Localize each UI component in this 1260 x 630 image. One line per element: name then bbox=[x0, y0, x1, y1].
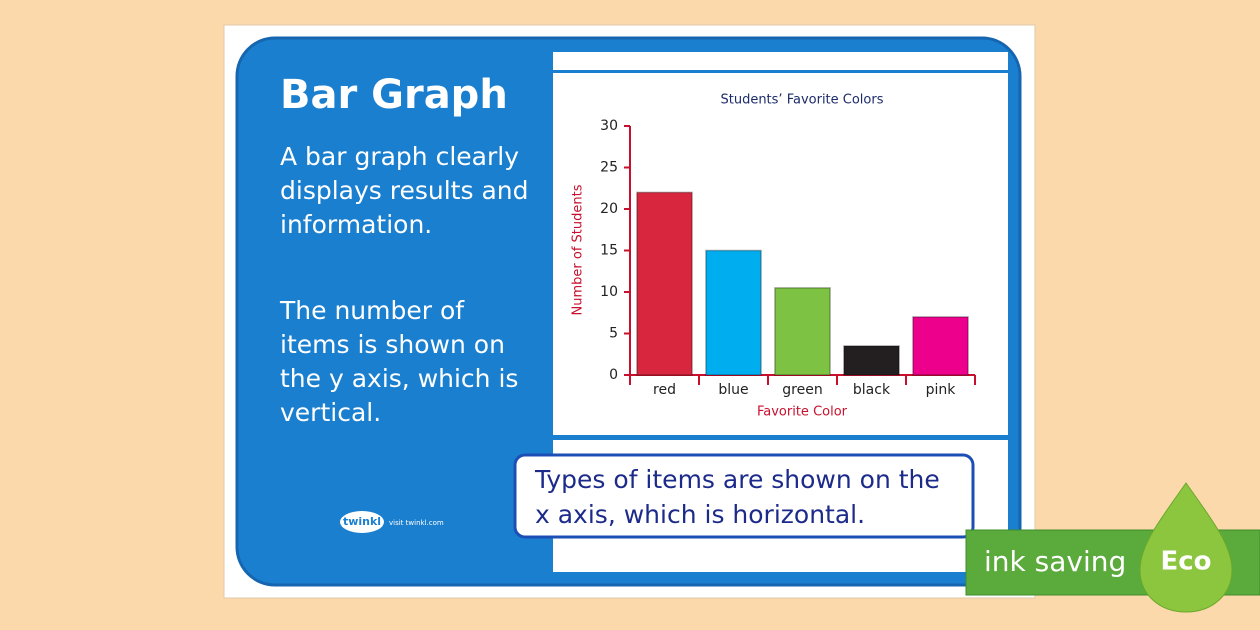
y-tick-label: 20 bbox=[600, 201, 618, 217]
badge-label: Eco bbox=[1160, 547, 1211, 577]
y-tick-label: 5 bbox=[609, 326, 618, 342]
logo: twinkl bbox=[343, 515, 381, 528]
x-tick-label: blue bbox=[718, 382, 748, 398]
bar bbox=[636, 191, 693, 376]
text-line: The number of bbox=[279, 296, 465, 325]
text-line: vertical. bbox=[280, 398, 381, 427]
text-line: the y axis, which is bbox=[280, 364, 518, 393]
leaf bbox=[1139, 482, 1233, 613]
chart-panel bbox=[553, 73, 1008, 435]
x-tick-label: pink bbox=[926, 382, 957, 398]
bar bbox=[912, 316, 969, 376]
logo-link: visit twinkl.com bbox=[389, 519, 444, 527]
text-line: items is shown on bbox=[280, 330, 505, 359]
text-line: information. bbox=[280, 210, 432, 239]
x-tick-label: red bbox=[653, 382, 676, 398]
text-line: x axis, which is horizontal. bbox=[535, 500, 865, 529]
y-axis-label: Number of Students bbox=[571, 184, 586, 315]
text-line: Types of items are shown on the bbox=[534, 465, 940, 494]
text-line: A bar graph clearly bbox=[280, 142, 519, 171]
bar bbox=[705, 249, 762, 376]
callout-box bbox=[513, 453, 975, 539]
title: Bar Graph bbox=[280, 72, 508, 118]
x-axis-label: Favorite Color bbox=[757, 405, 848, 420]
badge-text: ink saving bbox=[984, 545, 1126, 578]
y-tick-label: 30 bbox=[600, 118, 618, 134]
x-tick-label: black bbox=[853, 382, 891, 398]
strip bbox=[553, 52, 1008, 70]
text-line: displays results and bbox=[280, 176, 528, 205]
callout: Types of items are shown on the x axis, w… bbox=[534, 465, 940, 529]
x-tick-label: green bbox=[782, 382, 822, 398]
y-tick-label: 25 bbox=[600, 160, 618, 176]
bar bbox=[774, 287, 831, 376]
y-tick-label: 0 bbox=[609, 367, 618, 383]
y-tick-label: 10 bbox=[600, 284, 618, 300]
paragraph: The number of items is shown on the y axis… bbox=[279, 296, 518, 427]
bar bbox=[843, 345, 900, 376]
logo-cloud bbox=[340, 511, 384, 533]
paragraph: A bar graph clearly displays results and i… bbox=[280, 142, 528, 239]
y-tick-label: 15 bbox=[600, 243, 618, 259]
chart-title: Students’ Favorite Colors bbox=[720, 93, 883, 108]
chart: Students’ Favorite Colors Favorite Color… bbox=[571, 93, 976, 420]
